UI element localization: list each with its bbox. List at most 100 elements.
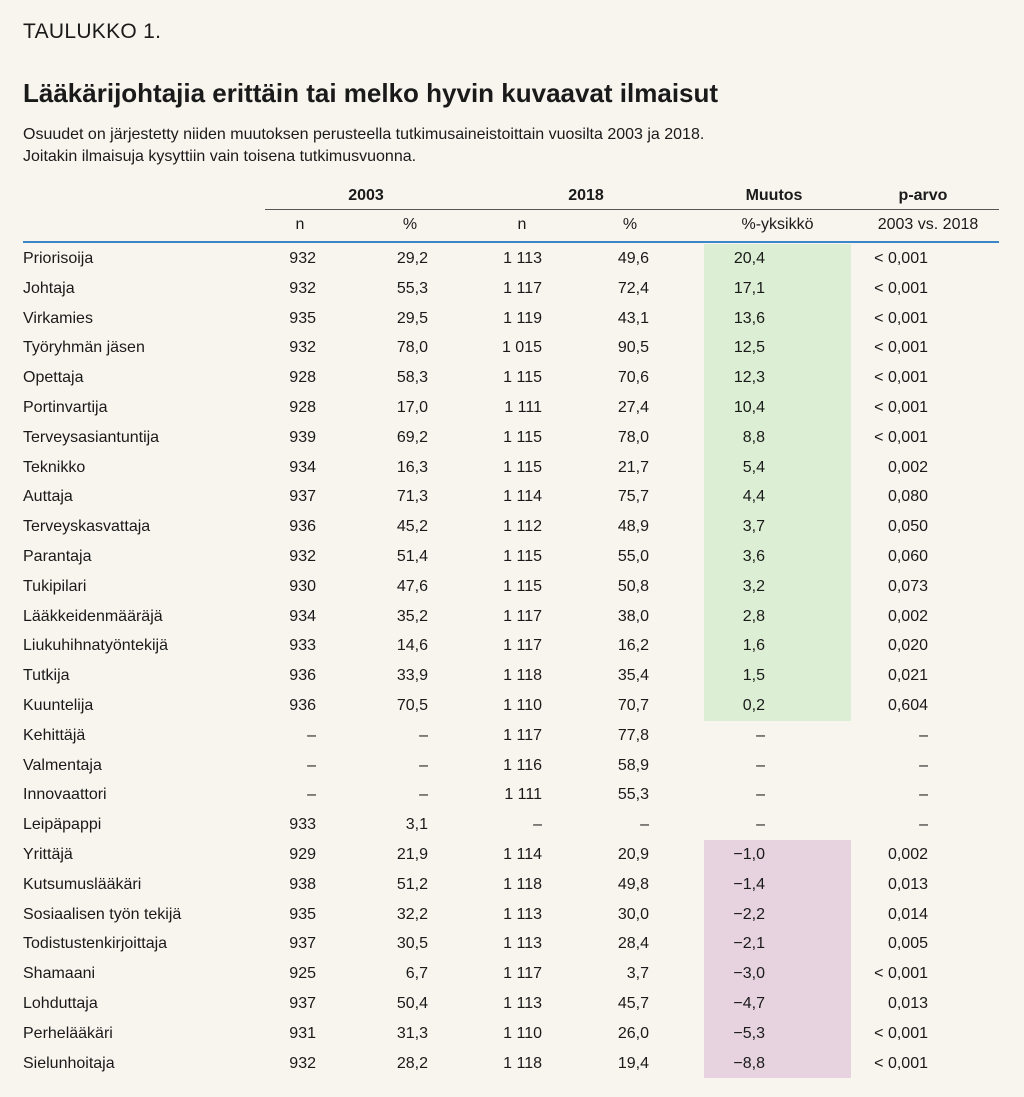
cell-pct-2018: 16,2	[617, 637, 649, 655]
table-row: Shamaani 925 6,7 1 117 3,7 −3,0 < 0,001	[23, 959, 928, 989]
cell-n-2018: 1 118	[503, 875, 542, 893]
cell-change: −5,3	[733, 1024, 765, 1042]
cell-pct-2003: 69,2	[396, 428, 428, 446]
cell-p-value: 0,013	[887, 875, 928, 893]
cell-n-2018: 1 115	[503, 577, 542, 595]
cell-p-value: 0,073	[887, 577, 928, 595]
table-row: Innovaattori – – 1 111 55,3 – –	[23, 780, 928, 810]
cell-n-2003: 928	[289, 398, 316, 416]
subheader-n-2018: n	[517, 216, 527, 233]
cell-change: −1,0	[733, 845, 765, 863]
row-label: Todistustenkirjoittaja	[23, 935, 168, 953]
cell-change: 4,4	[742, 488, 765, 506]
cell-n-2018: 1 115	[503, 369, 542, 387]
cell-pct-2018: 28,4	[617, 935, 649, 953]
cell-n-2018: 1 115	[503, 458, 542, 476]
cell-n-2018: 1 117	[503, 965, 542, 983]
cell-change: 12,5	[733, 339, 765, 357]
row-label: Portinvartija	[23, 398, 108, 416]
cell-n-2003: 925	[289, 965, 316, 983]
cell-n-2003: 932	[289, 250, 316, 267]
cell-pct-2003: 35,2	[396, 607, 428, 625]
row-label: Auttaja	[23, 488, 73, 506]
subtitle-line-2: Joitakin ilmaisuja kysyttiin vain toisen…	[23, 148, 417, 165]
cell-pct-2003: 32,2	[396, 905, 428, 923]
cell-pct-2018: –	[640, 816, 649, 834]
cell-change: 3,7	[742, 518, 765, 536]
cell-pct-2018: 70,6	[617, 369, 649, 387]
row-label: Kutsumuslääkäri	[23, 875, 142, 893]
cell-change: 3,2	[742, 577, 765, 595]
cell-pct-2018: 26,0	[617, 1024, 649, 1042]
cell-pct-2018: 50,8	[617, 577, 649, 595]
row-label: Shamaani	[23, 965, 96, 983]
cell-pct-2018: 70,7	[617, 696, 649, 714]
cell-p-value: 0,014	[887, 905, 928, 923]
row-label: Virkamies	[23, 309, 93, 327]
cell-pct-2003: 50,4	[396, 994, 428, 1012]
cell-change: –	[756, 726, 765, 744]
cell-change: −8,8	[733, 1054, 765, 1072]
table-row: Portinvartija 928 17,0 1 111 27,4 10,4 < 0,001	[23, 393, 928, 423]
cell-n-2003: 935	[289, 309, 316, 327]
subtitle-line-1: Osuudet on järjestetty niiden muutoksen …	[23, 126, 705, 143]
cell-p-value: < 0,001	[874, 250, 928, 267]
cell-p-value: 0,060	[887, 547, 928, 565]
header-bottom-rule	[23, 241, 999, 243]
cell-change: 10,4	[733, 398, 765, 416]
cell-n-2003: 931	[289, 1024, 316, 1042]
row-label: Lääkkeidenmääräjä	[23, 607, 163, 625]
cell-n-2018: 1 113	[503, 935, 542, 953]
cell-change: −3,0	[733, 965, 765, 983]
table-row: Kutsumuslääkäri 938 51,2 1 118 49,8 −1,4 0,013	[23, 870, 928, 900]
table-row: Leipäpappi 933 3,1 – – – –	[23, 810, 928, 840]
header-2003: 2003	[348, 187, 384, 204]
cell-change: 5,4	[742, 458, 765, 476]
table-row: Perhelääkäri 931 31,3 1 110 26,0 −5,3 < 0,001	[23, 1019, 928, 1049]
cell-n-2018: 1 116	[503, 756, 542, 774]
cell-n-2003: 932	[289, 1054, 316, 1072]
table-row: Valmentaja – – 1 116 58,9 – –	[23, 751, 928, 781]
cell-n-2018: 1 111	[504, 786, 542, 804]
cell-pct-2018: 27,4	[617, 398, 649, 416]
cell-p-value: < 0,001	[874, 279, 928, 297]
cell-n-2003: 933	[289, 816, 316, 834]
cell-change: –	[756, 756, 765, 774]
cell-pct-2003: 14,6	[396, 637, 428, 655]
table-row: Kehittäjä – – 1 117 77,8 – –	[23, 721, 928, 751]
cell-n-2018: 1 114	[503, 845, 542, 863]
subheader-pct-2018: %	[622, 216, 638, 233]
cell-change: −1,4	[733, 875, 765, 893]
cell-p-value: < 0,001	[874, 965, 928, 983]
cell-pct-2003: 28,2	[396, 1054, 428, 1072]
cell-pct-2003: 33,9	[396, 667, 428, 685]
cell-pct-2003: 6,7	[405, 965, 428, 983]
cell-n-2003: 939	[289, 428, 316, 446]
cell-n-2003: 937	[289, 935, 316, 953]
cell-pct-2003: 51,4	[396, 547, 428, 565]
cell-pct-2018: 35,4	[617, 667, 649, 685]
cell-n-2003: 932	[289, 547, 316, 565]
cell-n-2003: 936	[289, 518, 316, 536]
cell-pct-2003: 3,1	[405, 816, 428, 834]
cell-n-2018: 1 117	[503, 726, 542, 744]
row-label: Terveyskasvattaja	[23, 518, 151, 536]
cell-n-2018: 1 110	[503, 696, 542, 714]
cell-pct-2018: 55,0	[617, 547, 649, 565]
cell-pct-2018: 55,3	[617, 786, 649, 804]
header-p-value: p-arvo	[898, 187, 948, 204]
cell-p-value: 0,020	[887, 637, 928, 655]
table-row: Sielunhoitaja 932 28,2 1 118 19,4 −8,8 < 0,001	[23, 1049, 928, 1079]
cell-n-2018: 1 119	[503, 309, 542, 327]
table-row: Yrittäjä 929 21,9 1 114 20,9 −1,0 0,002	[23, 840, 928, 870]
row-label: Tutkija	[23, 667, 70, 685]
table-row: Terveyskasvattaja 936 45,2 1 112 48,9 3,7 0,05…	[23, 512, 928, 542]
cell-change: 0,2	[742, 696, 765, 714]
cell-change: −2,1	[733, 935, 765, 953]
cell-pct-2003: 71,3	[396, 488, 428, 506]
table-row: Opettaja 928 58,3 1 115 70,6 12,3 < 0,001	[23, 363, 928, 393]
cell-p-value: 0,005	[887, 935, 928, 953]
cell-p-value: –	[919, 726, 928, 744]
cell-change: −4,7	[733, 994, 765, 1012]
cell-n-2003: 936	[289, 696, 316, 714]
